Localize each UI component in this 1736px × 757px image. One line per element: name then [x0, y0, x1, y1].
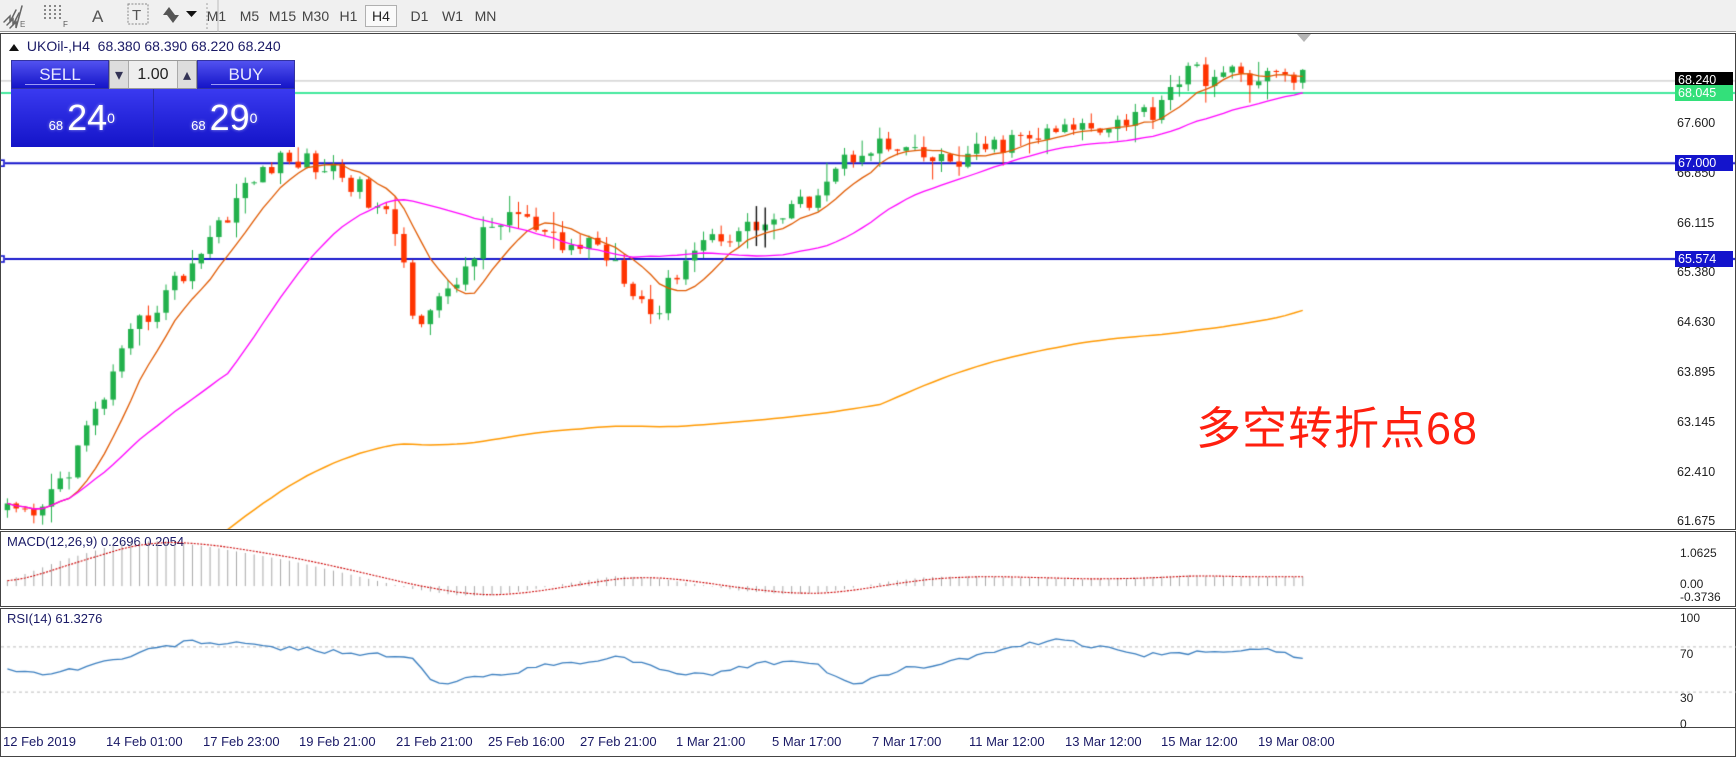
- svg-text:A: A: [92, 7, 104, 26]
- svg-text:E: E: [20, 20, 25, 29]
- svg-text:T: T: [132, 7, 141, 24]
- svg-text:F: F: [63, 20, 68, 29]
